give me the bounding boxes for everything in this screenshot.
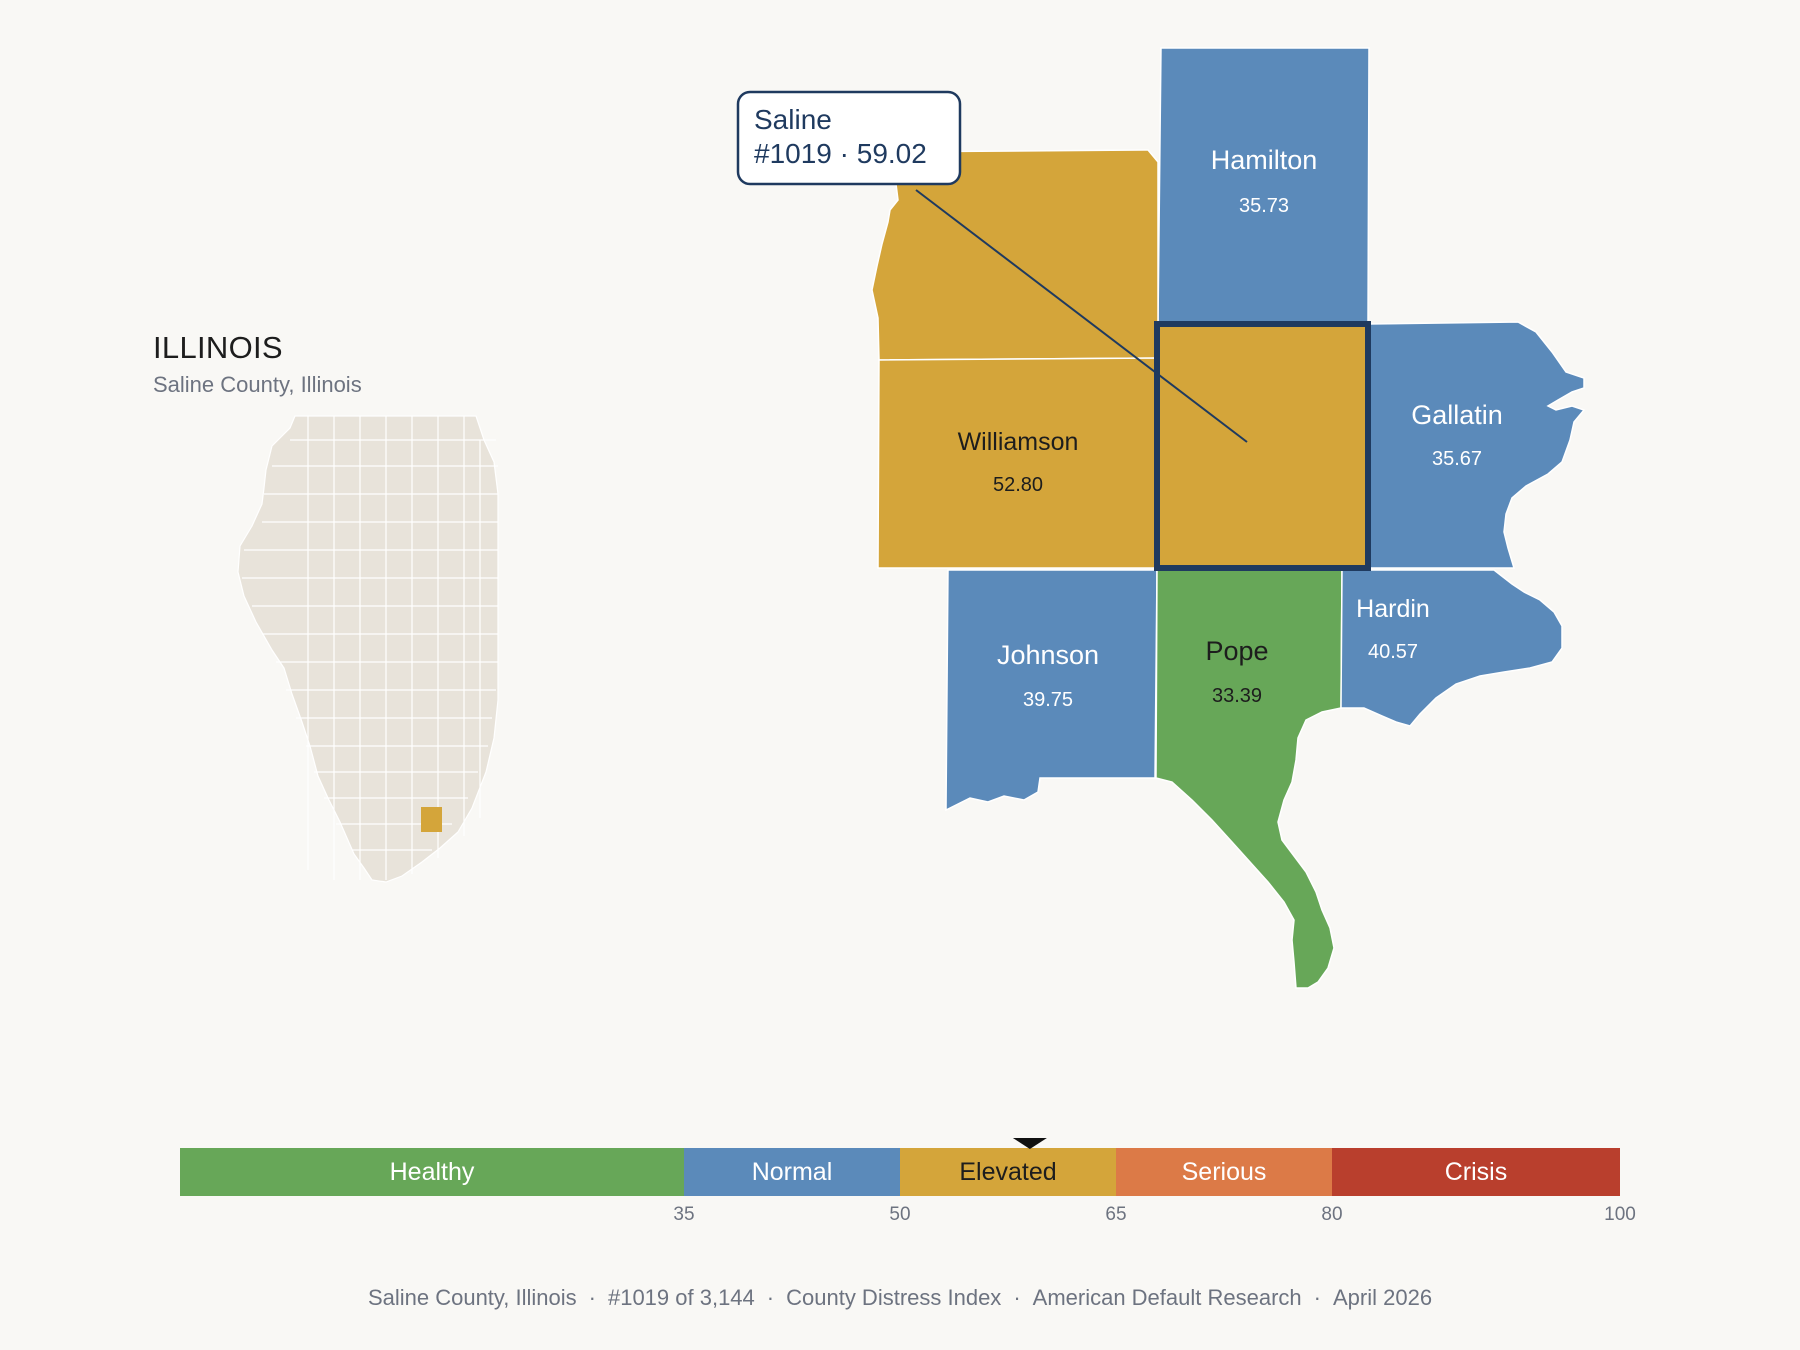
county-shape-hamilton[interactable] <box>1157 47 1370 325</box>
legend-band-label-normal: Normal <box>752 1158 833 1186</box>
county-value-williamson: 52.80 <box>993 474 1043 496</box>
county-shape-pope[interactable] <box>1155 569 1343 989</box>
illinois-state-shape <box>237 415 499 883</box>
county-shape-saline[interactable] <box>1156 323 1369 569</box>
legend-band-normal <box>684 1148 900 1196</box>
county-label-hamilton: Hamilton <box>1211 145 1318 175</box>
selected-county-outline <box>1154 321 1371 571</box>
county-value-pope: 33.39 <box>1212 685 1262 707</box>
saline-callout: Saline #1019 · 59.02 <box>736 90 1248 443</box>
county-shape-gallatin[interactable] <box>1367 321 1586 569</box>
county-label-pope: Pope <box>1205 636 1268 666</box>
county-shape-hardin[interactable] <box>1340 569 1563 727</box>
legend-marker-triangle <box>1012 1138 1047 1149</box>
illinois-county-grid <box>242 416 498 880</box>
county-value-hamilton: 35.73 <box>1239 195 1289 217</box>
distress-legend: Healthy Normal Elevated Serious Crisis 35 50 65… <box>180 1138 1636 1225</box>
state-subtitle: Saline County, Illinois <box>153 372 362 397</box>
legend-tick-label: 100 <box>1604 1204 1636 1225</box>
county-label-gallatin: Gallatin <box>1411 400 1503 430</box>
county-shape-johnson[interactable] <box>945 569 1158 812</box>
legend-band-elevated <box>900 1148 1116 1196</box>
legend-band-label-healthy: Healthy <box>390 1158 475 1186</box>
footer-county: Saline County, Illinois <box>367 1285 577 1310</box>
county-value-hardin: 40.57 <box>1368 641 1418 663</box>
legend-tick-label: 35 <box>673 1204 694 1225</box>
footer-date: April 2026 <box>1332 1285 1433 1310</box>
legend-band-healthy <box>180 1148 684 1196</box>
footer-caption: Saline County, Illinois · #1019 of 3,144 · C… <box>367 1285 1433 1310</box>
county-labels: Hamilton 35.73 Williamson 52.80 Gallatin… <box>958 145 1503 711</box>
footer-index-name: County Distress Index <box>786 1285 1002 1310</box>
legend-tick-label: 65 <box>1105 1204 1126 1225</box>
callout-rank-score: #1019 · 59.02 <box>754 138 927 169</box>
saline-county-highlight <box>421 807 442 832</box>
legend-band-label-elevated: Elevated <box>959 1158 1056 1186</box>
legend-tick-label: 80 <box>1321 1204 1342 1225</box>
legend-band-crisis <box>1332 1148 1620 1196</box>
legend-tick-label: 50 <box>889 1204 910 1225</box>
county-value-johnson: 39.75 <box>1023 689 1073 711</box>
regional-county-map <box>871 47 1586 989</box>
legend-band-label-crisis: Crisis <box>1445 1158 1508 1186</box>
county-label-williamson: Williamson <box>958 428 1079 456</box>
footer-rank: #1019 of 3,144 <box>607 1285 755 1310</box>
callout-leader-line <box>915 189 1248 443</box>
callout-county-name: Saline <box>754 104 832 135</box>
legend-band-serious <box>1116 1148 1332 1196</box>
state-title: ILLINOIS <box>153 330 283 365</box>
county-shape-williamson[interactable] <box>877 357 1159 569</box>
footer-publisher: American Default Research <box>1032 1285 1302 1310</box>
legend-band-label-serious: Serious <box>1182 1158 1267 1186</box>
county-value-gallatin: 35.67 <box>1432 448 1482 470</box>
county-label-hardin: Hardin <box>1356 595 1430 623</box>
illinois-inset-map <box>237 415 499 883</box>
county-label-johnson: Johnson <box>997 640 1099 670</box>
callout-box <box>736 90 962 186</box>
